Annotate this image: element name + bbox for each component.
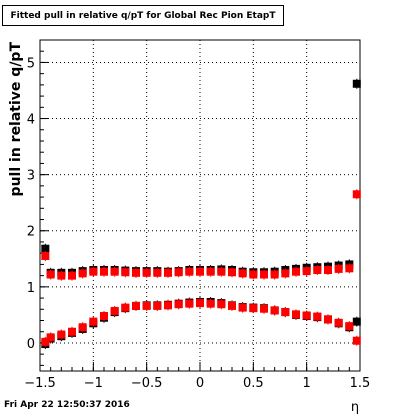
- series-2-marker: [352, 190, 361, 199]
- x-tick-label: −1: [84, 376, 103, 391]
- series-2-marker: [281, 269, 290, 278]
- series-2-marker: [238, 269, 247, 278]
- y-tick-label: 5: [27, 56, 35, 71]
- series-2-marker: [352, 336, 361, 345]
- x-tick-label: 0.5: [243, 376, 264, 391]
- series-2-marker: [57, 271, 66, 280]
- series-2-marker: [206, 267, 215, 276]
- series-2-marker: [249, 270, 258, 279]
- series-2-marker: [270, 306, 279, 315]
- series-2-marker: [174, 268, 183, 277]
- grid-lines: [40, 40, 360, 371]
- y-tick-label: 1: [27, 281, 35, 296]
- series-2-marker: [78, 269, 87, 278]
- series-2-marker: [46, 333, 55, 342]
- series-2-marker: [324, 266, 332, 275]
- series-2-marker: [41, 337, 50, 346]
- series-2-marker: [302, 267, 311, 276]
- x-tick-label: 1.5: [350, 376, 371, 391]
- series-2-marker: [110, 306, 119, 315]
- x-tick-label: 1: [303, 376, 311, 391]
- series-2-marker: [132, 268, 140, 277]
- y-tick-label: 4: [27, 113, 35, 128]
- series-2-marker: [142, 301, 151, 310]
- series-2-marker: [153, 268, 162, 277]
- x-tick-label: −0.5: [131, 376, 163, 391]
- series-2-marker: [185, 267, 194, 276]
- axis-ticks: [39, 50, 361, 371]
- series-2-marker: [345, 264, 354, 273]
- series-2-marker: [57, 330, 66, 339]
- series-2-marker: [313, 312, 322, 321]
- series-2-marker: [228, 301, 236, 310]
- series-2-marker: [345, 322, 354, 331]
- x-tick-label: −1.5: [24, 376, 56, 391]
- y-tick-labels: 0 1 2 3 4 5: [27, 56, 35, 352]
- series-2-marker: [313, 266, 322, 275]
- series-1-marker: [352, 317, 361, 326]
- series-2-marker: [100, 312, 108, 321]
- x-tick-labels: −1.5 −1 −0.5 0 0.5 1 1.5: [24, 376, 370, 391]
- series-2-marker: [302, 311, 311, 320]
- series-2-marker: [100, 267, 108, 276]
- plot-frame: [39, 39, 361, 372]
- series-2-marker: [270, 270, 279, 279]
- series-2-marker: [68, 271, 76, 280]
- series-2-marker: [110, 267, 119, 276]
- series-2-marker: [206, 299, 215, 308]
- series-2-marker: [132, 301, 140, 310]
- timestamp-label: Fri Apr 22 12:50:37 2016: [4, 400, 130, 410]
- series-2-marker: [292, 310, 300, 319]
- data-points: [41, 78, 361, 350]
- series-2-marker: [121, 268, 130, 277]
- y-tick-label: 2: [27, 225, 35, 240]
- series-2-marker: [174, 300, 183, 309]
- series-2-marker: [89, 267, 98, 276]
- series-2-marker: [324, 315, 332, 324]
- series-2-marker: [196, 299, 204, 308]
- x-tick-label: 0: [196, 376, 204, 391]
- series-2-marker: [78, 323, 87, 332]
- series-1-marker: [41, 244, 50, 253]
- series-2-marker: [196, 267, 204, 276]
- series-2-marker: [238, 303, 247, 312]
- series-2-marker: [46, 270, 55, 279]
- y-tick-label: 0: [27, 337, 35, 352]
- series-2-marker: [217, 267, 226, 276]
- series-2-marker: [41, 251, 50, 260]
- series-1-marker: [352, 79, 361, 88]
- series-2-marker: [153, 301, 162, 310]
- series-2-marker: [68, 327, 76, 336]
- series-2-marker: [164, 268, 172, 277]
- series-2-marker: [260, 270, 268, 279]
- series-2-marker: [164, 301, 172, 310]
- series-2-marker: [260, 304, 268, 313]
- series-2-marker: [281, 308, 290, 317]
- chart-title: Fitted pull in relative q/pT for Global …: [2, 5, 284, 26]
- series-2-marker: [249, 304, 258, 313]
- series-2-marker: [334, 264, 343, 273]
- series-2-marker: [228, 268, 236, 277]
- y-tick-label: 3: [27, 169, 35, 184]
- series-2-marker: [292, 267, 300, 276]
- series-2-marker: [217, 300, 226, 309]
- series-2-marker: [185, 299, 194, 308]
- y-axis-label: pull in relative q/pT: [8, 42, 24, 197]
- series-2-marker: [121, 303, 130, 312]
- series-2-marker: [334, 318, 343, 327]
- series-2-marker: [142, 268, 151, 277]
- series-2-marker: [89, 317, 98, 326]
- x-axis-label: η: [351, 400, 359, 414]
